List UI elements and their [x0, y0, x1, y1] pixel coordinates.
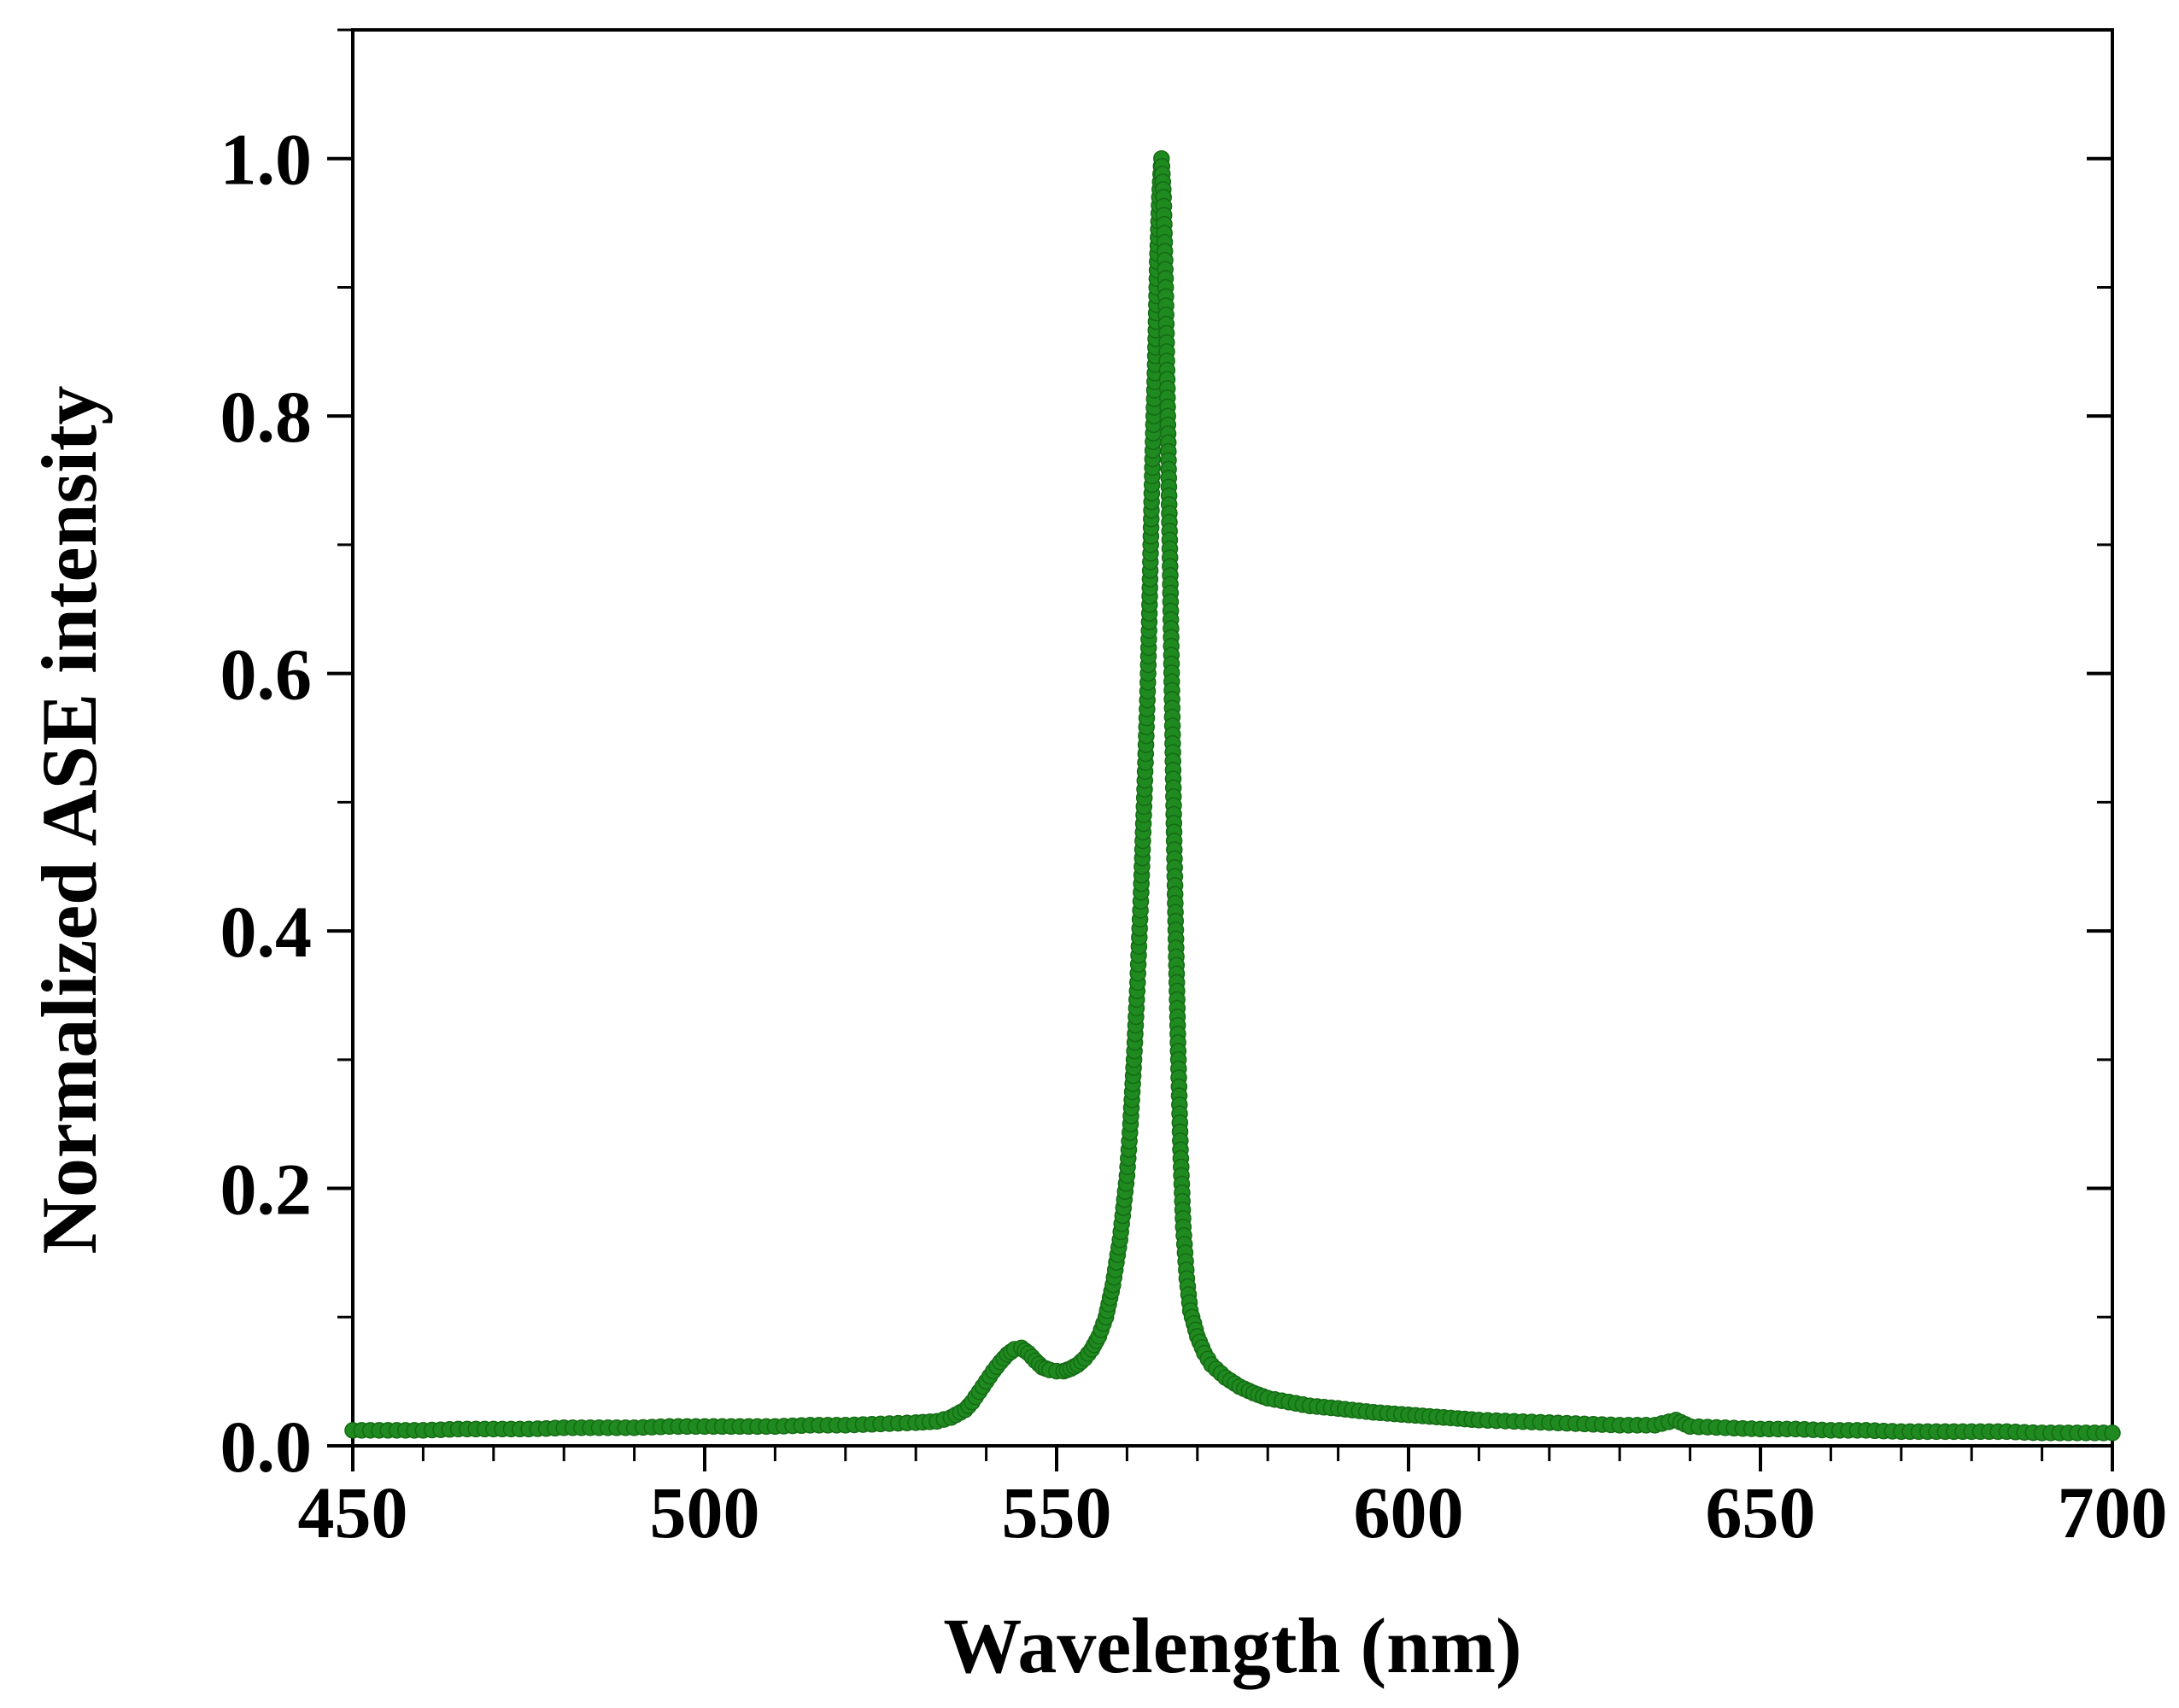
plot-area: [344, 149, 2121, 1442]
y-tick-label: 0.8: [220, 376, 313, 458]
y-tick-label: 0.0: [220, 1406, 313, 1488]
x-axis-title: Wavelength (nm): [943, 1602, 1521, 1689]
y-tick-label: 1.0: [220, 119, 313, 201]
x-tick-label: 700: [2058, 1471, 2168, 1553]
tick-labels: 450 500 550 600 650 700 0.0 0.2 0.4 0.6 0.8 1.0: [220, 119, 2168, 1553]
x-tick-label: 600: [1354, 1471, 1464, 1553]
y-tick-label: 0.2: [220, 1149, 313, 1231]
series-line: [353, 158, 2112, 1434]
x-tick-label: 500: [650, 1471, 760, 1553]
y-tick-label: 0.4: [220, 891, 313, 973]
ticks: [327, 28, 2114, 1471]
data-point: [2104, 1424, 2121, 1442]
x-tick-label: 650: [1706, 1471, 1816, 1553]
x-tick-label: 550: [1002, 1471, 1112, 1553]
y-tick-label: 0.6: [220, 634, 313, 716]
y-axis-title: Normalized ASE intensity: [26, 385, 113, 1254]
x-tick-label: 450: [298, 1471, 408, 1553]
plot-frame: [351, 28, 2114, 1448]
